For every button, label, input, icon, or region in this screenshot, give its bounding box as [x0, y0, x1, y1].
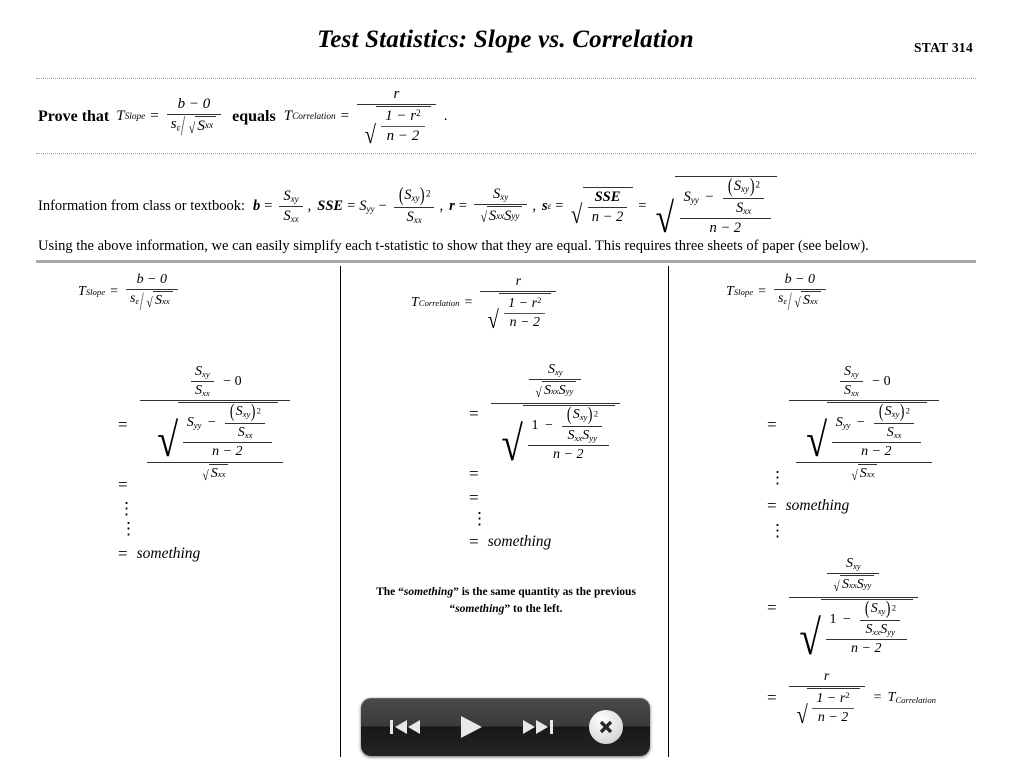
- s-epsilon-subscript: ε: [176, 123, 181, 134]
- left-col-step-1: = Sxy Sxx − 0: [118, 364, 293, 485]
- previous-track-icon: [390, 720, 421, 734]
- right-col-final: = r √ 1 − r2 n − 2: [767, 669, 937, 729]
- prove-lead-text: Prove that: [38, 107, 110, 125]
- right-col-step-1: = Sxy Sxx − 0: [767, 364, 942, 485]
- play-icon: [461, 716, 483, 738]
- left-col-step-3: ⋮: [118, 499, 135, 518]
- column-middle: T Correlation = r √ 1 − r2 n − 2: [341, 264, 668, 759]
- comma-2: ,: [439, 197, 444, 214]
- middle-col-note: The “something” is the same quantity as …: [376, 586, 636, 615]
- middle-col-result: = something: [469, 532, 552, 551]
- one-minus-r-squared: 1 − r: [385, 108, 417, 124]
- sxy-symbol: S: [283, 187, 291, 204]
- course-code-label: STAT 314: [913, 40, 973, 55]
- formula-b: b = Sxy Sxx: [253, 188, 306, 225]
- slide-header: Test Statistics: Slope vs. Correlation S…: [0, 26, 1011, 66]
- t-slope-subscript: Slope: [124, 111, 146, 122]
- column-divider-right: [668, 266, 669, 757]
- right-col-dots-2: ⋮: [769, 521, 786, 540]
- close-icon: [599, 720, 613, 734]
- s-epsilon-symbol: s: [542, 197, 548, 214]
- previous-track-button[interactable]: [388, 716, 422, 738]
- t-slope-numerator: b − 0: [177, 95, 211, 112]
- divider-top: [36, 78, 976, 79]
- divider-middle: [36, 153, 976, 154]
- exponent-two: 2: [416, 108, 421, 119]
- left-col-step-2: =: [118, 475, 128, 494]
- equals-word: equals: [232, 107, 276, 125]
- period-mark: .: [443, 108, 448, 125]
- t-slope-symbol: T: [116, 108, 125, 125]
- sxx-symbol: S: [283, 207, 291, 224]
- t-correlation-denominator: √ 1 − r2 n − 2: [357, 105, 436, 148]
- comma-3: ,: [532, 197, 536, 214]
- page-title: Test Statistics: Slope vs. Correlation: [317, 26, 694, 53]
- t-correlation-expression: T Correlation = r √ 1 − r2 n − 2: [284, 86, 439, 148]
- middle-col-heading: T Correlation = r √ 1 − r2 n − 2: [411, 274, 559, 333]
- t-correlation-numerator: r: [393, 86, 400, 102]
- usage-instruction: Using the above information, we can easi…: [38, 238, 869, 254]
- info-lead-text: Information from class or textbook:: [38, 197, 245, 214]
- sxx-subscript: xx: [204, 121, 214, 132]
- b-symbol: b: [252, 197, 261, 214]
- left-col-dots: ⋮: [120, 519, 137, 538]
- t-correlation-subscript: Correlation: [292, 111, 336, 122]
- n-minus-two: n − 2: [386, 128, 420, 144]
- s-epsilon-symbol: s: [170, 115, 177, 132]
- media-control-bar[interactable]: [361, 698, 650, 756]
- column-divider-left: [340, 266, 341, 757]
- sse-symbol: SSE: [317, 197, 344, 214]
- next-track-button[interactable]: [521, 716, 555, 738]
- middle-col-dots: ⋮: [471, 509, 488, 528]
- left-col-result: = something: [118, 544, 201, 563]
- comma-1: ,: [307, 197, 312, 214]
- close-button[interactable]: [588, 710, 623, 744]
- divider-columns-top: [36, 260, 976, 263]
- sxx-symbol: S: [197, 117, 205, 134]
- syy-symbol: S: [359, 197, 367, 214]
- next-track-icon: [522, 720, 553, 734]
- play-button[interactable]: [456, 714, 486, 740]
- t-correlation-fraction: r √ 1 − r2 n − 2: [357, 86, 436, 148]
- right-col-dots-1: ⋮: [769, 468, 786, 487]
- middle-col-step-3: =: [469, 488, 479, 507]
- t-correlation-symbol: T: [283, 108, 293, 125]
- right-col-result: = something: [767, 496, 850, 515]
- r-symbol: r: [449, 197, 455, 214]
- middle-col-step-2: =: [469, 464, 479, 483]
- formula-sse: SSE = Syy − (Sxy) 2 Sxx: [317, 186, 437, 226]
- reference-formulas: Information from class or textbook: b = …: [38, 176, 778, 240]
